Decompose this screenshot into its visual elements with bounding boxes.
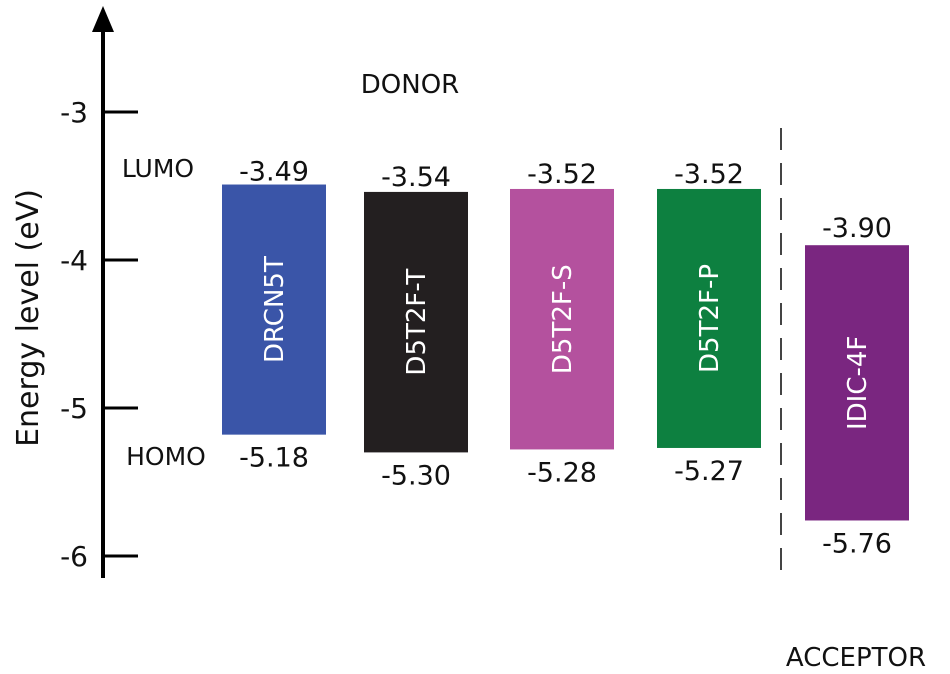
energy-bar	[805, 245, 909, 521]
homo-label: HOMO	[126, 442, 206, 471]
energy-bar	[364, 191, 468, 453]
y-tick-label: -4	[60, 244, 88, 277]
lumo-value-label: -3.52	[527, 159, 597, 190]
homo-value-label: -5.28	[527, 457, 597, 488]
lumo-label: LUMO	[122, 154, 194, 183]
homo-value-label: -5.30	[381, 460, 451, 491]
y-tick-label: -5	[60, 392, 88, 425]
bar-category-label: DRCN5T	[260, 256, 290, 363]
homo-value-label: -5.27	[674, 456, 744, 487]
energy-bar	[510, 188, 614, 450]
acceptor-label: ACCEPTOR	[786, 643, 926, 673]
energy-bar	[222, 184, 326, 435]
bar-category-label: D5T2F-T	[402, 269, 432, 376]
bar-category-label: IDIC-4F	[843, 336, 873, 430]
bar-category-label: D5T2F-S	[548, 264, 578, 374]
energy-bar	[657, 188, 761, 448]
y-tick-label: -6	[60, 540, 88, 573]
lumo-value-label: -3.54	[381, 162, 451, 193]
y-axis-label: Energy level (eV)	[11, 189, 46, 447]
lumo-value-label: -3.49	[239, 157, 309, 188]
donor-label: DONOR	[361, 70, 459, 100]
lumo-value-label: -3.90	[822, 213, 892, 244]
lumo-value-label: -3.52	[674, 159, 744, 190]
homo-value-label: -5.18	[239, 443, 309, 474]
homo-value-label: -5.76	[822, 528, 892, 559]
y-tick-label: -3	[60, 96, 88, 129]
y-axis-arrow	[92, 6, 114, 32]
bar-category-label: D5T2F-P	[695, 264, 725, 373]
